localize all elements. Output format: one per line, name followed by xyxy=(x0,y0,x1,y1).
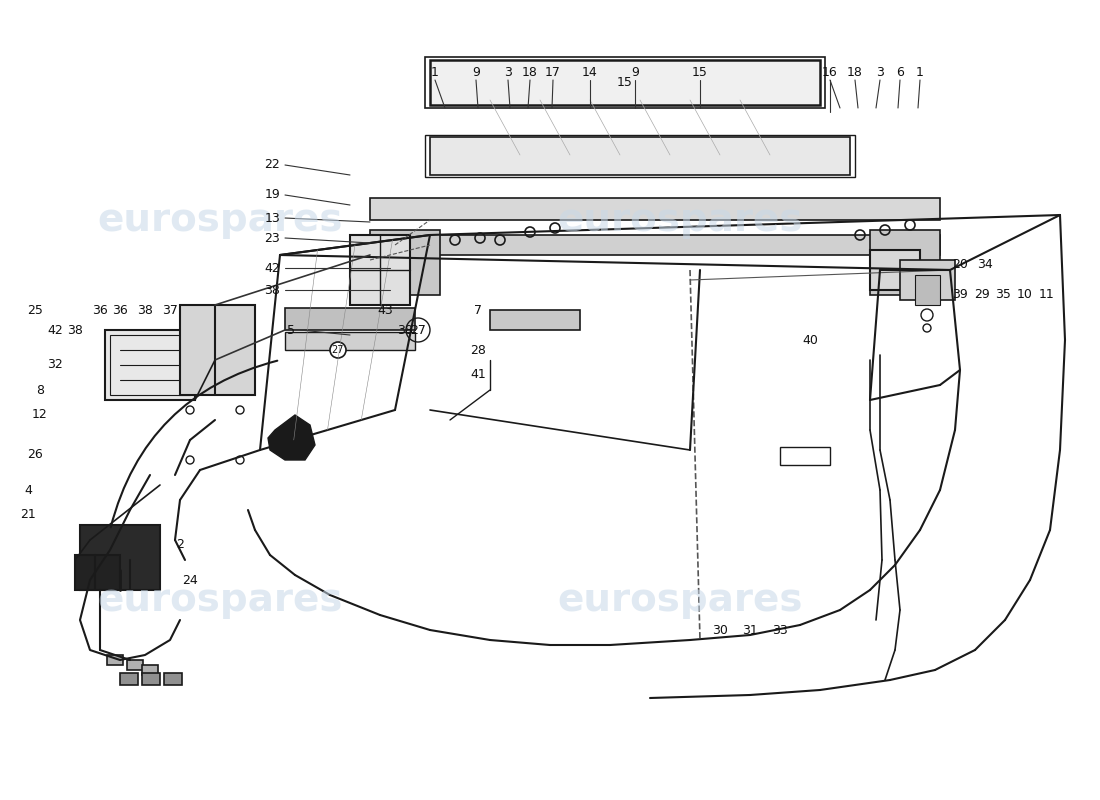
Text: 39: 39 xyxy=(953,289,968,302)
Text: 42: 42 xyxy=(264,262,280,274)
Text: 12: 12 xyxy=(32,409,48,422)
Text: 19: 19 xyxy=(264,189,280,202)
Text: 31: 31 xyxy=(742,623,758,637)
Text: 36: 36 xyxy=(92,303,108,317)
Text: 14: 14 xyxy=(582,66,598,78)
Text: 13: 13 xyxy=(264,211,280,225)
Text: 38: 38 xyxy=(138,303,153,317)
Bar xyxy=(285,308,415,330)
Text: eurospares: eurospares xyxy=(97,201,343,239)
Bar xyxy=(80,525,160,590)
Text: 34: 34 xyxy=(977,258,993,271)
Text: 7: 7 xyxy=(474,303,482,317)
Text: 3: 3 xyxy=(504,66,512,78)
Bar xyxy=(430,60,820,105)
Bar xyxy=(120,673,138,685)
Text: 11: 11 xyxy=(1040,289,1055,302)
Text: 28: 28 xyxy=(470,343,486,357)
Text: 40: 40 xyxy=(802,334,818,346)
Bar xyxy=(126,660,143,670)
Text: 23: 23 xyxy=(264,231,280,245)
Text: 26: 26 xyxy=(28,449,43,462)
Bar xyxy=(425,57,825,108)
Bar xyxy=(142,673,160,685)
Text: 38: 38 xyxy=(67,323,82,337)
Text: 27: 27 xyxy=(332,345,344,355)
Bar xyxy=(180,305,255,395)
Bar xyxy=(370,230,440,295)
Bar xyxy=(870,230,940,295)
Bar xyxy=(780,447,830,465)
Text: 37: 37 xyxy=(162,303,178,317)
Text: 29: 29 xyxy=(975,289,990,302)
Bar xyxy=(350,235,410,305)
Bar xyxy=(915,275,940,305)
Bar xyxy=(490,310,580,330)
Text: 27: 27 xyxy=(410,323,426,337)
Text: 16: 16 xyxy=(822,66,838,78)
Circle shape xyxy=(236,406,244,414)
Polygon shape xyxy=(268,415,315,460)
Bar xyxy=(285,332,415,350)
Text: 9: 9 xyxy=(631,66,639,78)
Text: 8: 8 xyxy=(36,383,44,397)
Text: 43: 43 xyxy=(377,303,393,317)
Text: 6: 6 xyxy=(896,66,904,78)
Text: 30: 30 xyxy=(712,623,728,637)
Circle shape xyxy=(186,406,194,414)
Bar xyxy=(370,235,940,255)
Bar xyxy=(900,260,955,300)
Text: 15: 15 xyxy=(617,75,632,89)
Text: 36: 36 xyxy=(112,303,128,317)
Text: 17: 17 xyxy=(546,66,561,78)
Text: 38: 38 xyxy=(397,323,412,337)
Text: 3: 3 xyxy=(876,66,884,78)
Text: 18: 18 xyxy=(522,66,538,78)
Bar xyxy=(104,330,195,400)
Text: 25: 25 xyxy=(28,303,43,317)
Text: 2: 2 xyxy=(176,538,184,551)
Text: 18: 18 xyxy=(847,66,862,78)
Text: 33: 33 xyxy=(772,623,788,637)
Text: 32: 32 xyxy=(47,358,63,371)
Bar xyxy=(370,198,940,220)
Circle shape xyxy=(186,456,194,464)
Text: 10: 10 xyxy=(1018,289,1033,302)
Text: eurospares: eurospares xyxy=(97,581,343,619)
Text: eurospares: eurospares xyxy=(558,201,803,239)
Circle shape xyxy=(236,456,244,464)
Text: 5: 5 xyxy=(287,323,295,337)
Text: 20: 20 xyxy=(953,258,968,271)
Text: 42: 42 xyxy=(47,323,63,337)
Text: 4: 4 xyxy=(24,483,32,497)
Bar xyxy=(142,665,158,675)
Bar xyxy=(75,555,120,590)
Bar xyxy=(107,655,123,665)
Text: 41: 41 xyxy=(470,369,486,382)
Text: 24: 24 xyxy=(183,574,198,586)
Text: 38: 38 xyxy=(264,283,280,297)
Text: 1: 1 xyxy=(431,66,439,78)
Bar xyxy=(425,135,855,177)
Text: 35: 35 xyxy=(996,289,1011,302)
Text: 21: 21 xyxy=(20,509,36,522)
Circle shape xyxy=(330,342,346,358)
Bar xyxy=(870,250,920,290)
Text: 1: 1 xyxy=(916,66,924,78)
Bar xyxy=(430,137,850,175)
Text: 9: 9 xyxy=(472,66,480,78)
Bar xyxy=(110,335,190,395)
Bar xyxy=(164,673,182,685)
Text: eurospares: eurospares xyxy=(558,581,803,619)
Text: 22: 22 xyxy=(264,158,280,171)
Text: 15: 15 xyxy=(692,66,708,78)
